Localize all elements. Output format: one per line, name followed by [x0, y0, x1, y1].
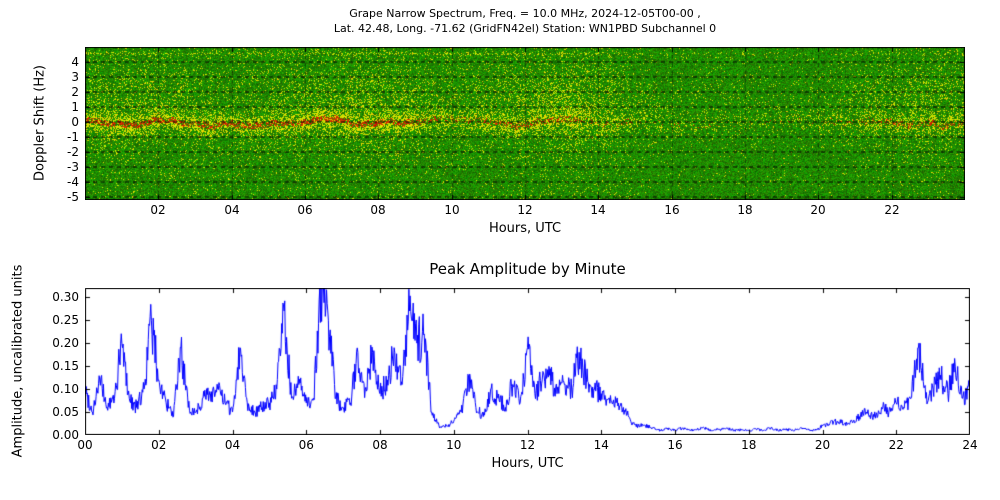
amplitude-ytick-label: 0.15	[52, 359, 79, 374]
amplitude-xtick-label: 04	[224, 438, 241, 452]
spectrogram-xtick-label: 18	[737, 203, 753, 217]
amplitude-canvas	[85, 288, 970, 435]
amplitude-xtick-label: 08	[372, 438, 388, 452]
amplitude-ytick-label: 0.05	[52, 405, 79, 420]
spectrogram-xtick-label: 02	[150, 203, 166, 217]
amplitude-x-axis-label: Hours, UTC	[491, 456, 564, 471]
spectrogram-xtick-label: 10	[444, 203, 460, 217]
spectrogram-ytick-label: 4	[71, 55, 79, 69]
amplitude-xtick-label: 14	[593, 438, 609, 452]
amplitude-xtick-label: 18	[741, 438, 757, 452]
spectrogram-ytick-label: -5	[67, 190, 79, 204]
spectrogram-ytick-label: 0	[71, 115, 79, 129]
amplitude-ytick-label: 0.20	[52, 336, 79, 351]
amplitude-xtick-label: 06	[298, 438, 314, 452]
amplitude-xtick-label: 16	[667, 438, 683, 452]
spectrogram-xtick-label: 14	[590, 203, 606, 217]
amplitude-ytick-label: 0.30	[52, 290, 79, 305]
spectrogram-ytick-label: 2	[71, 85, 79, 99]
spectrogram-ytick-label: 1	[71, 100, 79, 114]
amplitude-ytick-label: 0.25	[52, 313, 79, 328]
spectrogram-ytick-label: -1	[67, 130, 79, 144]
spectrogram-title-line1: Grape Narrow Spectrum, Freq. = 10.0 MHz,…	[349, 7, 701, 20]
spectrogram-xtick-label: 22	[884, 203, 900, 217]
spectrogram-title-line2: Lat. 42.48, Long. -71.62 (GridFN42el) St…	[333, 22, 717, 35]
amplitude-ytick-label: 0.00	[52, 428, 79, 442]
spectrogram-x-axis-label: Hours, UTC	[488, 221, 562, 236]
amplitude-xtick-label: 12	[519, 438, 536, 452]
spectrogram-canvas	[85, 47, 965, 200]
spectrogram-xtick-label: 20	[810, 203, 826, 217]
spectrogram-xtick-label: 06	[297, 203, 313, 217]
spectrogram-xtick-label: 12	[517, 203, 533, 217]
spectrogram-xtick-label: 08	[370, 203, 386, 217]
amplitude-title: Peak Amplitude by Minute	[429, 260, 626, 278]
amplitude-xtick-label: 20	[814, 438, 831, 452]
amplitude-ytick-label: 0.10	[52, 382, 79, 397]
spectrogram-ytick-label: 3	[71, 70, 79, 84]
amplitude-xtick-label: 10	[446, 438, 462, 452]
spectrogram-xtick-label: 04	[224, 203, 240, 217]
spectrogram-ytick-label: -2	[67, 145, 79, 159]
spectrogram-ytick-label: -3	[67, 160, 79, 174]
amplitude-xtick-label: 00	[77, 438, 93, 452]
amplitude-xtick-label: 24	[962, 438, 978, 452]
spectrogram-xtick-label: 16	[664, 203, 680, 217]
amplitude-xtick-label: 02	[151, 438, 167, 452]
amplitude-xtick-label: 22	[888, 438, 904, 452]
amplitude-y-axis-label: Amplitude, uncalibrated units	[10, 264, 26, 458]
spectrogram-ytick-label: -4	[67, 175, 79, 189]
